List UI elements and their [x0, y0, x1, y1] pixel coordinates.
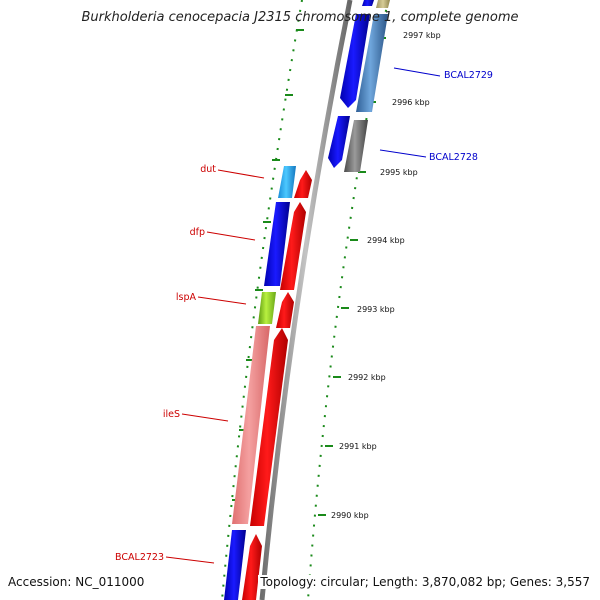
scale-label: 2994 kbp: [367, 236, 405, 245]
gene-top-partial: [362, 0, 374, 6]
scale-label: 2993 kbp: [357, 305, 395, 314]
gene-bcal2723: [224, 530, 246, 600]
gene-label-bcal2723: BCAL2723: [115, 552, 164, 563]
scale-label: 2991 kbp: [339, 442, 377, 451]
gene-label-bcal2729: BCAL2729: [444, 70, 493, 81]
gene-red-5: [242, 534, 262, 600]
gene-lspA: [258, 292, 276, 324]
outer-ring-left: [221, 0, 303, 600]
gene-red-4: [250, 328, 288, 526]
reverse-leaders: [379, 67, 441, 158]
scale-label: 2996 kbp: [392, 98, 430, 107]
forward-leaders: [165, 169, 265, 564]
gene-dfp: [264, 202, 290, 286]
accession-label: Accession: NC_011000: [8, 575, 145, 589]
scale-label: 2992 kbp: [348, 373, 386, 382]
scale-label: 2995 kbp: [380, 168, 418, 177]
gene-label-dut: dut: [200, 164, 216, 175]
gene-label-bcal2728: BCAL2728: [429, 152, 478, 163]
gene-top-khaki: [376, 0, 390, 8]
chromosome-backbone: [259, 0, 353, 600]
topology-label: Topology: circular; Length: 3,870,082 bp…: [258, 575, 590, 589]
scale-labels: 2997 kbp 2996 kbp 2995 kbp 2994 kbp 2993…: [331, 31, 441, 520]
gene-bcal2729: [356, 14, 388, 112]
gene-label-ileS: ileS: [163, 409, 180, 420]
gene-red-2: [280, 202, 306, 290]
gene-bcal2728: [344, 120, 368, 172]
gene-label-dfp: dfp: [190, 227, 205, 238]
scale-label: 2997 kbp: [403, 31, 441, 40]
map-title: Burkholderia cenocepacia J2315 chromosom…: [81, 10, 519, 25]
gene-blue-reverse-2: [328, 116, 350, 168]
gene-ileS: [232, 326, 270, 524]
outer-ring-right: [307, 0, 389, 600]
gene-dut: [278, 166, 296, 198]
gene-red-3: [276, 292, 294, 328]
gene-red-1: [294, 170, 312, 198]
scale-label: 2990 kbp: [331, 511, 369, 520]
gene-label-lspA: lspA: [176, 292, 197, 303]
gene-blue-reverse-1: [340, 14, 370, 108]
